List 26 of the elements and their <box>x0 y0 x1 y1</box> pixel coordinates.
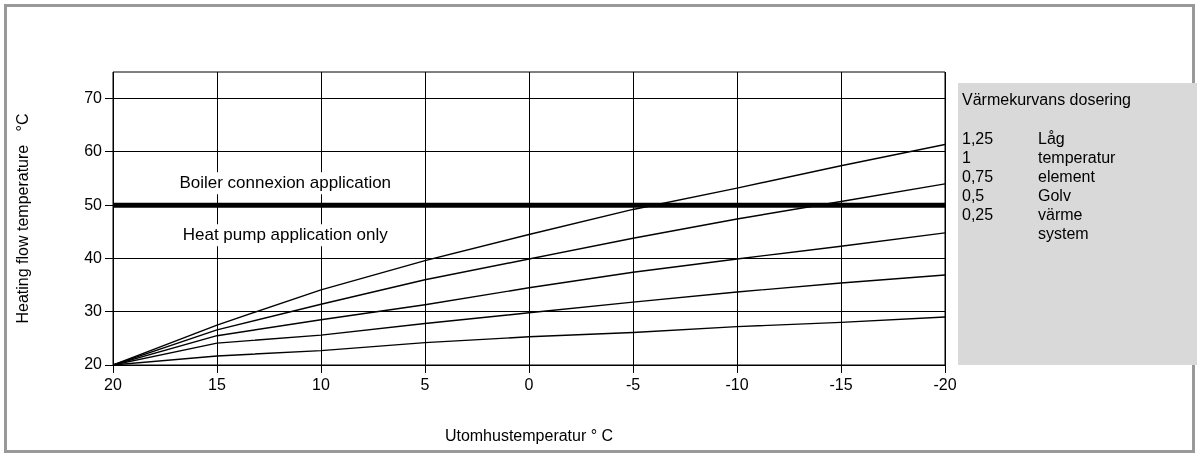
text: 1,25 Låg <box>962 130 1065 147</box>
y-tick-label: 30 <box>84 302 103 320</box>
x-tick-label: 10 <box>312 376 330 394</box>
text: 0,75 element <box>962 168 1095 185</box>
y-tick-label: 50 <box>84 195 103 213</box>
x-tick-label: 5 <box>420 376 430 394</box>
text: 1 temperatur <box>962 149 1116 166</box>
x-tick-label: -20 <box>933 376 957 394</box>
annotation: Heat pump application only <box>182 224 389 244</box>
y-tick-label: 70 <box>84 89 103 107</box>
text: system <box>1038 224 1089 243</box>
text: 0,5 Golv <box>962 187 1071 204</box>
x-tick-label: 15 <box>208 376 226 394</box>
y-tick-label: 20 <box>84 355 103 373</box>
x-tick-label: -15 <box>829 376 853 394</box>
y-tick-label: 40 <box>84 248 103 266</box>
x-tick-label: -10 <box>725 376 749 394</box>
x-tick-label: 0 <box>524 376 534 394</box>
x-axis-title: Utomhustemperatur ° C <box>444 426 614 444</box>
text: Värmekurvans dosering <box>962 91 1132 109</box>
y-tick-label: 60 <box>84 142 103 160</box>
x-tick-label: -5 <box>625 376 641 394</box>
text: 0,25 värme <box>962 206 1083 223</box>
y-axis-title: Heating flow temperature °C <box>14 113 32 324</box>
x-tick-label: 20 <box>104 376 122 394</box>
annotation: Boiler connexion application <box>179 172 392 192</box>
